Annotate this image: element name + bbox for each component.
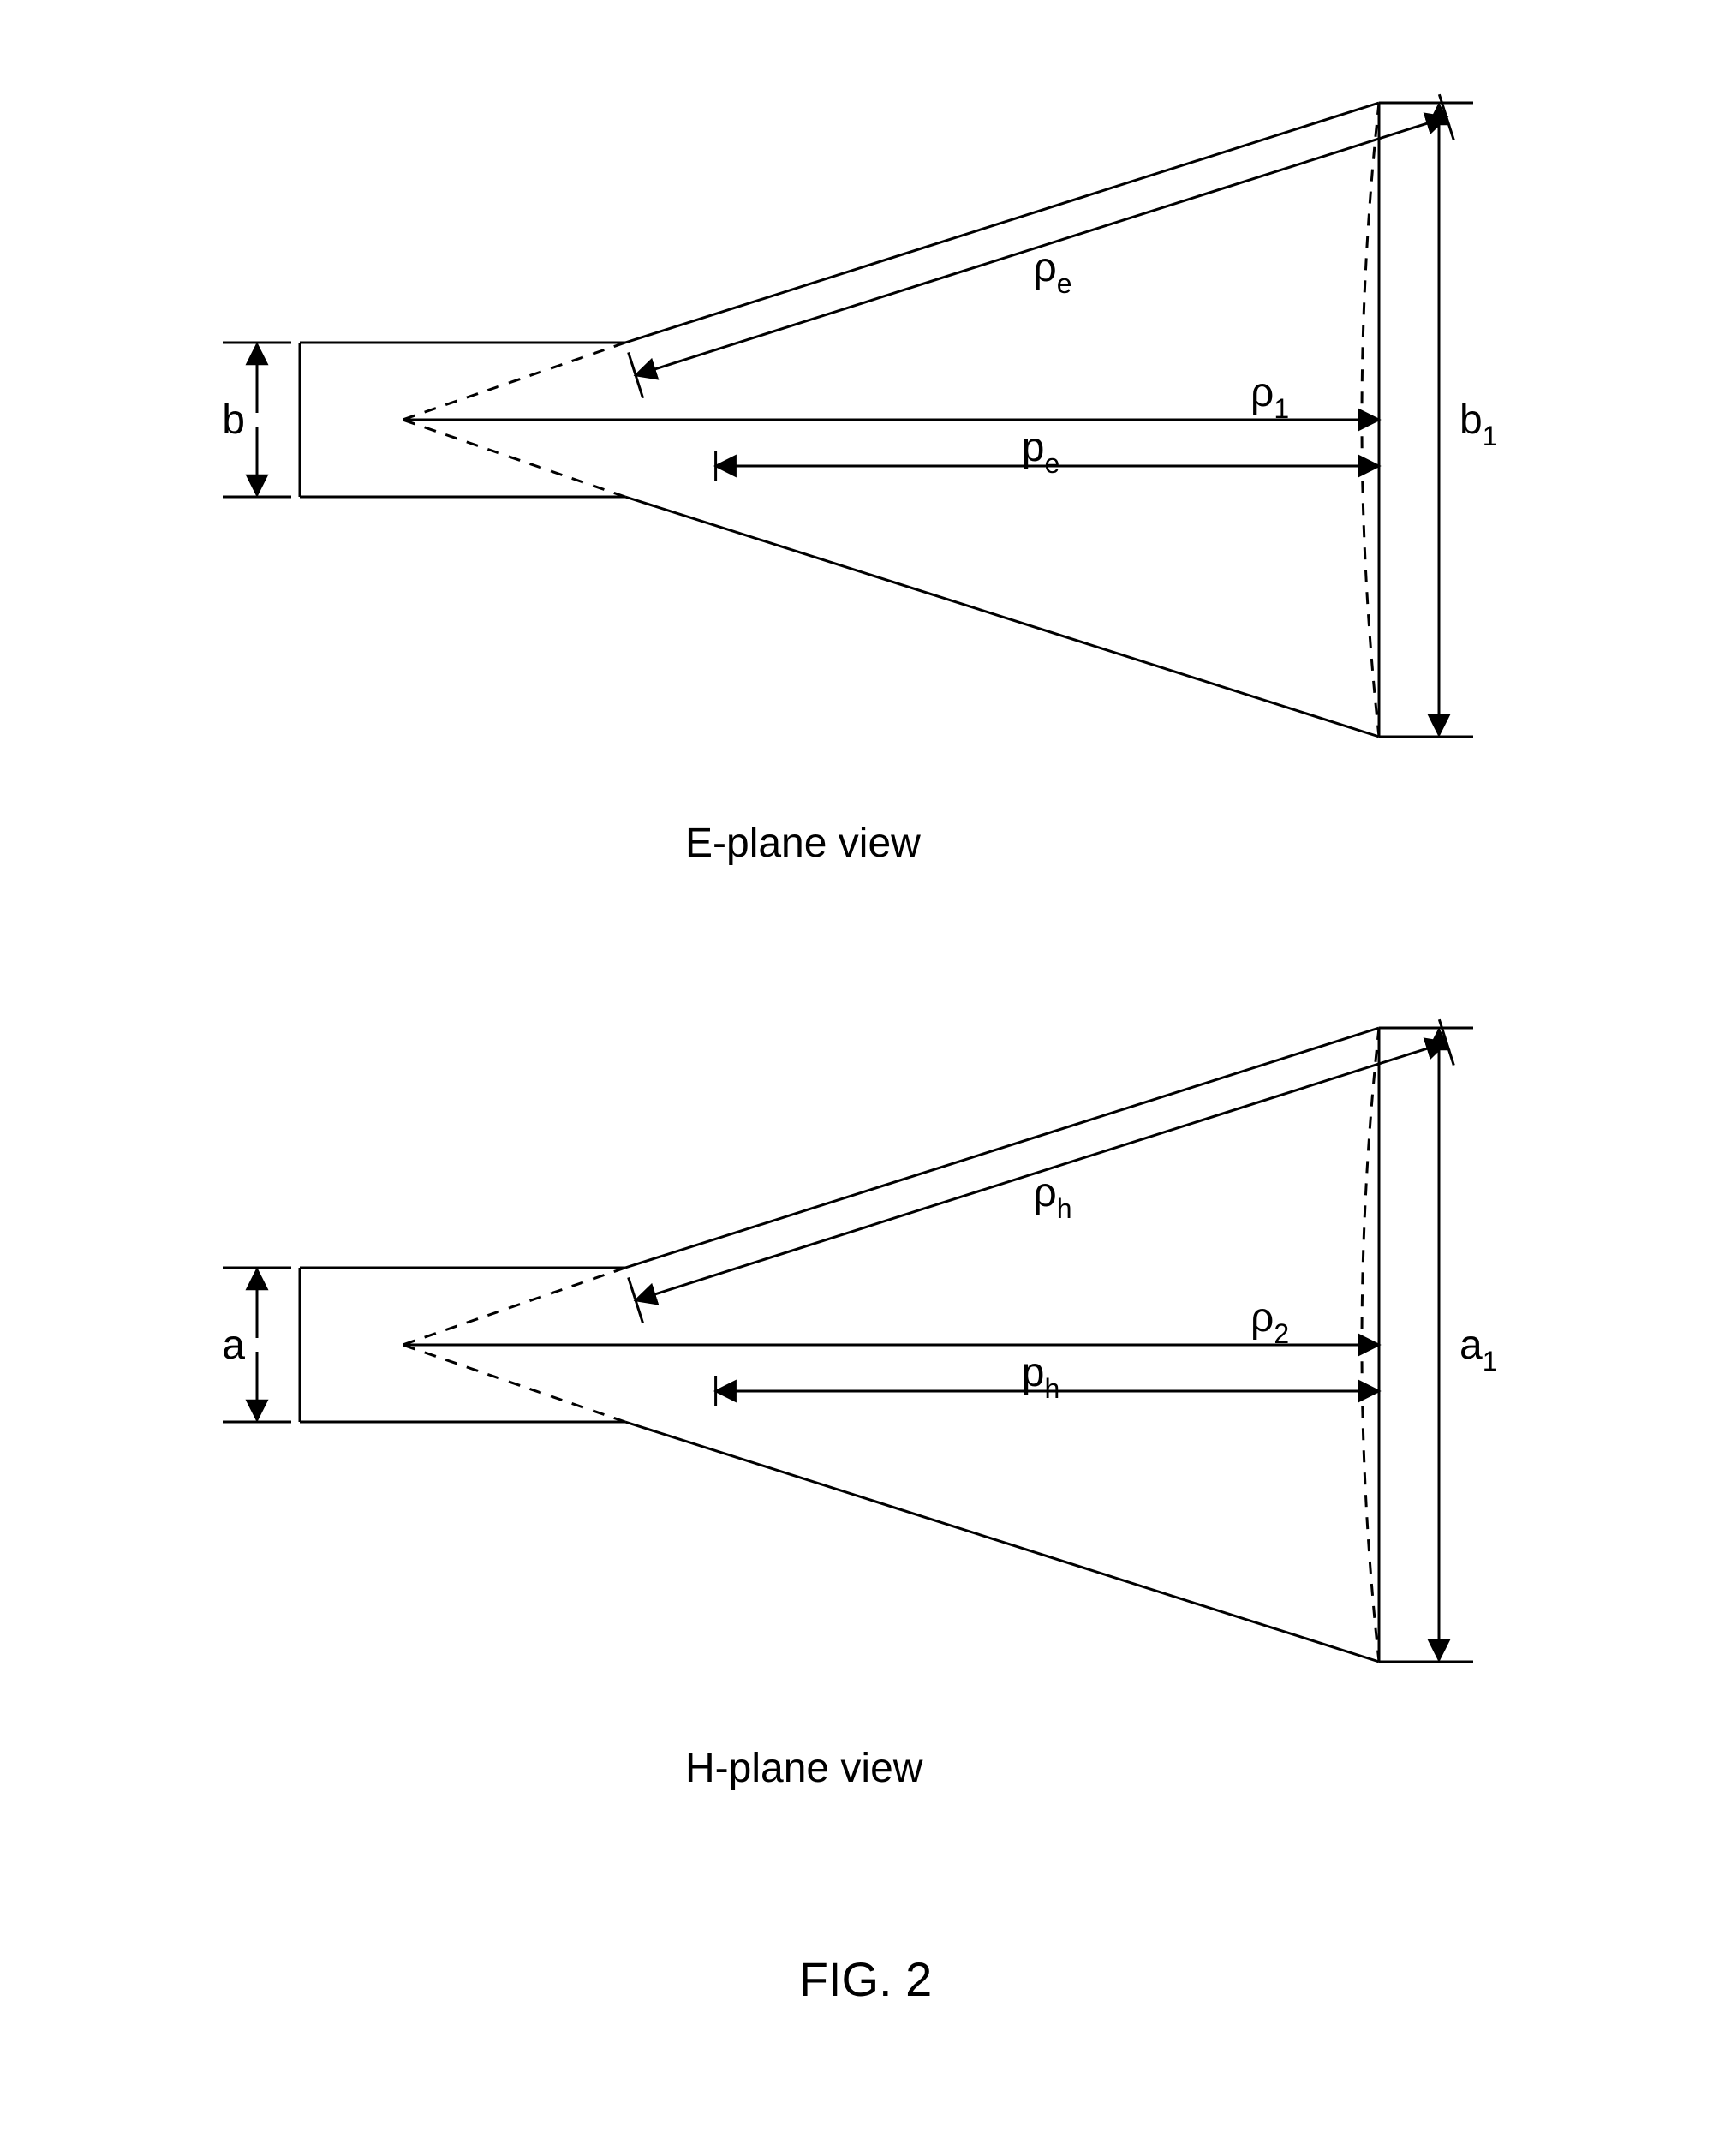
axis-length-label: ρ1 xyxy=(1250,370,1289,424)
axial-segment-label: pe xyxy=(1022,425,1060,479)
slant-length-label: ρh xyxy=(1033,1170,1071,1224)
axis-length-label: ρ2 xyxy=(1250,1295,1289,1349)
axial-segment-label: ph xyxy=(1022,1350,1060,1404)
view-title: H-plane view xyxy=(685,1746,923,1791)
waveguide-dim-label: a xyxy=(222,1323,245,1368)
aperture-dim-label: a1 xyxy=(1459,1323,1498,1377)
view-title: E-plane view xyxy=(685,821,921,866)
slant-length-label: ρe xyxy=(1033,245,1071,299)
figure-2-svg: ρ1 pe ρe b b1 E-plane view ρ2 ph ρh a a1 H-plane vi… xyxy=(0,0,1731,2156)
horn-diagram: ρ1 pe ρe b b1 E-plane view xyxy=(222,94,1497,866)
figure-caption: FIG. 2 xyxy=(799,1952,933,2006)
aperture-dim-label: b1 xyxy=(1459,397,1498,451)
waveguide-dim-label: b xyxy=(222,397,245,443)
horn-diagram: ρ2 ph ρh a a1 H-plane view xyxy=(222,1019,1497,1791)
